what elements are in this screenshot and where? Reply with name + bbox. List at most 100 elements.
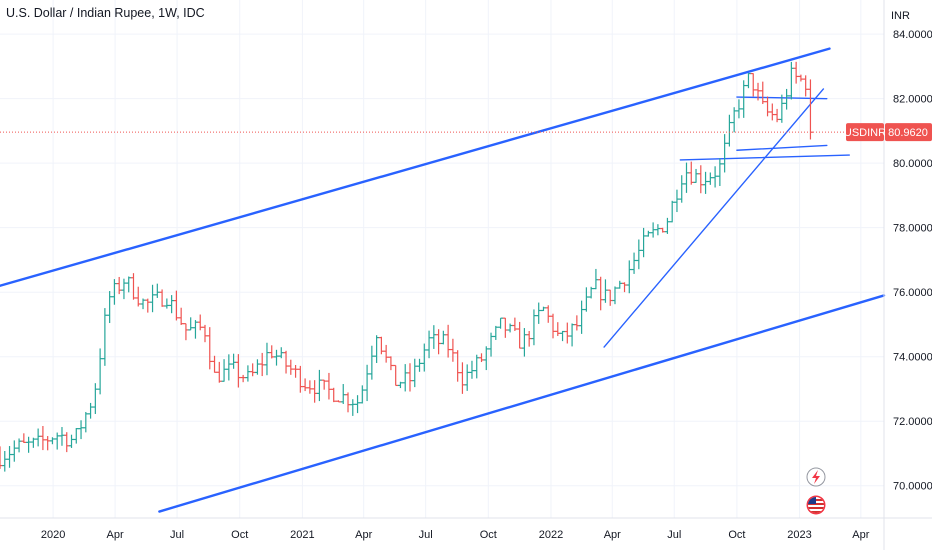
price-bar [512,317,518,331]
trendline-lower-channel[interactable] [158,294,886,513]
price-bar [259,352,265,377]
price-bar [488,332,494,357]
price-bar [245,365,251,382]
price-bar [479,353,485,363]
price-bar [297,365,303,393]
price-bar [121,278,127,300]
price-bar [703,171,709,194]
price-bar [97,348,103,395]
price-bar [803,75,809,97]
price-bar [216,361,222,383]
price-tick-label: 76.0000 [893,287,932,299]
price-bar [345,392,351,413]
price-bar [7,446,13,468]
price-bar [169,295,175,314]
price-bar [436,329,442,355]
price-bar [598,276,604,311]
price-bar [73,428,79,444]
time-tick-label: Oct [480,529,497,541]
price-bar [393,364,399,387]
price-bar [645,230,651,237]
price-bar [750,72,756,97]
time-tick-label: 2021 [290,529,314,541]
price-bar [207,327,213,370]
time-tick-label: Apr [852,529,869,541]
price-bar [274,349,280,366]
price-bar [192,320,198,339]
symbol-tag [846,123,884,142]
price-bar [35,428,41,447]
price-bar [307,380,313,394]
price-bar [626,260,632,294]
trendline-rising-support[interactable] [603,88,825,348]
price-bar [607,289,613,306]
us-flag-icon[interactable] [806,495,826,515]
price-bar [555,322,561,337]
price-bar [355,395,361,414]
price-bar [188,317,194,331]
price-bar [283,350,289,374]
price-bar [69,434,75,448]
price-bar [383,344,389,363]
price-bar [521,328,527,357]
price-bar [798,74,804,82]
price-bar [250,363,256,377]
price-axis[interactable]: INR 70.0000 72.0000 74.0000 76.0000 78.0000 80… [844,0,932,550]
price-bar [226,354,232,381]
price-bar [765,96,771,117]
price-bar [707,172,713,185]
price-bar [531,309,537,346]
price-bar [474,354,480,379]
price-bar [154,283,160,298]
price-bar [412,358,418,388]
price-bar [602,279,608,303]
grid-lines [0,0,884,518]
price-bar [507,323,513,333]
price-bar [617,280,623,289]
price-bars [0,61,813,472]
trendline-support-80-5[interactable] [736,144,828,151]
time-tick-label: Jul [667,529,681,541]
price-bar [760,81,766,105]
trendline-upper-channel[interactable] [0,47,831,287]
price-bar [45,436,51,451]
time-tick-label: Apr [355,529,372,541]
currency-label: INR [891,10,910,22]
price-bar [116,276,122,295]
price-bar [426,330,432,359]
flash-event-icon[interactable] [806,467,826,487]
time-tick-label: Jul [419,529,433,541]
price-bar [731,107,737,133]
last-price-tag-label: 80.9620 [888,127,928,139]
price-bar [712,166,718,188]
price-bar [674,189,680,213]
price-bar [784,88,790,110]
price-bar [145,298,151,313]
event-icons [806,467,826,515]
price-bar [111,279,117,305]
price-bar [293,365,299,378]
price-bar [588,286,594,299]
time-axis[interactable]: 2020 Apr Jul Oct 2021 Apr Jul Oct 2022 Apr Jul Oct 2… [0,517,932,541]
price-bar [49,437,55,445]
trendline-support-80[interactable] [679,154,850,161]
price-bar [612,286,618,305]
price-bar [264,342,270,376]
price-tick-label: 80.0000 [893,158,932,170]
price-bar [269,345,275,359]
price-bar [469,360,475,379]
price-bar [369,345,375,380]
price-bar [583,287,589,312]
price-bar [397,381,403,389]
price-bar [350,399,356,416]
price-bar [2,451,8,472]
price-bar [54,432,60,450]
price-bar [769,103,775,121]
trendlines[interactable] [0,47,886,513]
price-bar [240,374,246,383]
price-bar [130,273,136,300]
price-bar [83,411,89,433]
price-bar [779,94,785,123]
